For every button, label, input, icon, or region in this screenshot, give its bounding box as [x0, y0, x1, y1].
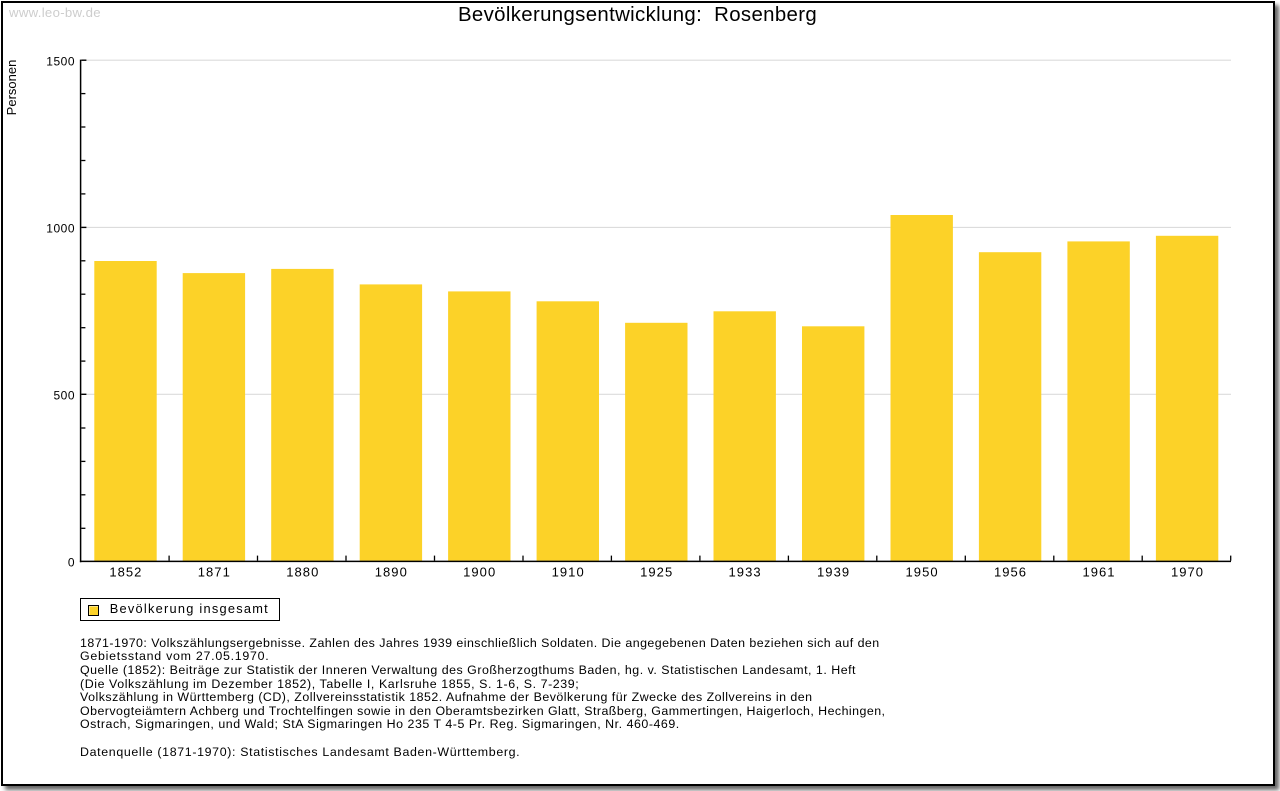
svg-text:1880: 1880: [286, 564, 319, 579]
svg-text:1925: 1925: [640, 564, 673, 579]
svg-text:1910: 1910: [552, 564, 585, 579]
svg-text:1961: 1961: [1082, 564, 1115, 579]
svg-text:1900: 1900: [463, 564, 496, 579]
svg-text:1500: 1500: [46, 54, 75, 68]
svg-text:1933: 1933: [729, 564, 762, 579]
svg-text:500: 500: [53, 388, 75, 402]
svg-text:0: 0: [68, 555, 75, 569]
svg-text:1939: 1939: [817, 564, 850, 579]
svg-text:1000: 1000: [46, 222, 75, 236]
svg-text:1890: 1890: [375, 564, 408, 579]
svg-text:1970: 1970: [1171, 564, 1204, 579]
svg-text:1871: 1871: [198, 564, 231, 579]
svg-text:1950: 1950: [906, 564, 939, 579]
svg-text:1956: 1956: [994, 564, 1027, 579]
svg-text:1852: 1852: [109, 564, 142, 579]
svg-text:Personen: Personen: [4, 60, 19, 116]
